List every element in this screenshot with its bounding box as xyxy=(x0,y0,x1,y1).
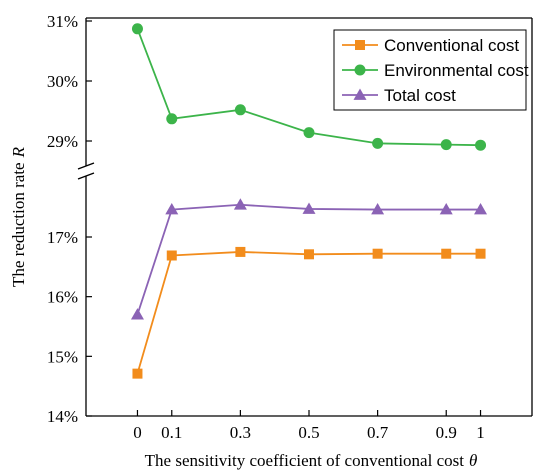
x-tick-label: 0.3 xyxy=(230,423,251,442)
axis-break-mark-upper xyxy=(77,162,95,170)
legend-marker-circle xyxy=(354,64,366,76)
axis-break-mark-lower xyxy=(77,172,95,180)
data-point-circle xyxy=(372,137,384,149)
legend-marker-square xyxy=(355,40,365,50)
legend-entry-label: Environmental cost xyxy=(384,61,529,80)
x-axis-title: The sensitivity coefficient of conventio… xyxy=(145,451,478,470)
data-point-triangle xyxy=(130,308,144,320)
data-point-circle xyxy=(131,23,143,35)
data-point-square xyxy=(475,248,486,259)
x-tick-label: 1 xyxy=(476,423,485,442)
x-tick-label: 0.1 xyxy=(161,423,182,442)
legend-entry-label: Conventional cost xyxy=(384,36,519,55)
y-tick-label: 14% xyxy=(47,407,78,426)
y-tick-label: 16% xyxy=(47,288,78,307)
series-line-conventional-cost xyxy=(136,251,481,374)
legend-entry-label: Total cost xyxy=(384,86,456,105)
legend-marker-triangle xyxy=(353,88,367,100)
data-point-triangle xyxy=(439,203,453,215)
data-point-square xyxy=(441,248,452,259)
data-point-triangle xyxy=(371,203,385,215)
data-point-circle xyxy=(303,127,315,139)
x-tick-label: 0.9 xyxy=(436,423,457,442)
data-point-square xyxy=(235,246,246,257)
x-axis-title-symbol: θ xyxy=(469,451,477,470)
y-tick-label: 17% xyxy=(47,228,78,247)
data-point-square xyxy=(132,368,143,379)
y-axis-title-symbol: R xyxy=(9,146,28,158)
x-tick-label: 0.7 xyxy=(367,423,389,442)
y-tick-label: 30% xyxy=(47,72,78,91)
y-axis-title: The reduction rate R xyxy=(9,146,28,287)
y-tick-label: 15% xyxy=(47,347,78,366)
data-point-triangle xyxy=(233,198,247,210)
data-point-circle xyxy=(440,139,452,151)
data-point-triangle xyxy=(302,202,316,214)
x-tick-label: 0 xyxy=(133,423,142,442)
data-point-square xyxy=(166,250,177,261)
data-point-triangle xyxy=(165,203,179,215)
data-point-triangle xyxy=(474,203,488,215)
y-axis-title-text: The reduction rate xyxy=(9,162,28,287)
data-point-circle xyxy=(234,104,246,116)
series-line-total-cost xyxy=(136,203,481,315)
x-tick-label: 0.5 xyxy=(298,423,319,442)
data-point-circle xyxy=(475,139,487,151)
data-point-square xyxy=(372,248,383,259)
x-axis-title-text: The sensitivity coefficient of conventio… xyxy=(145,451,465,470)
y-tick-label: 29% xyxy=(47,132,78,151)
data-point-circle xyxy=(166,113,178,125)
data-point-square xyxy=(304,249,314,260)
y-tick-label: 31% xyxy=(47,12,78,31)
